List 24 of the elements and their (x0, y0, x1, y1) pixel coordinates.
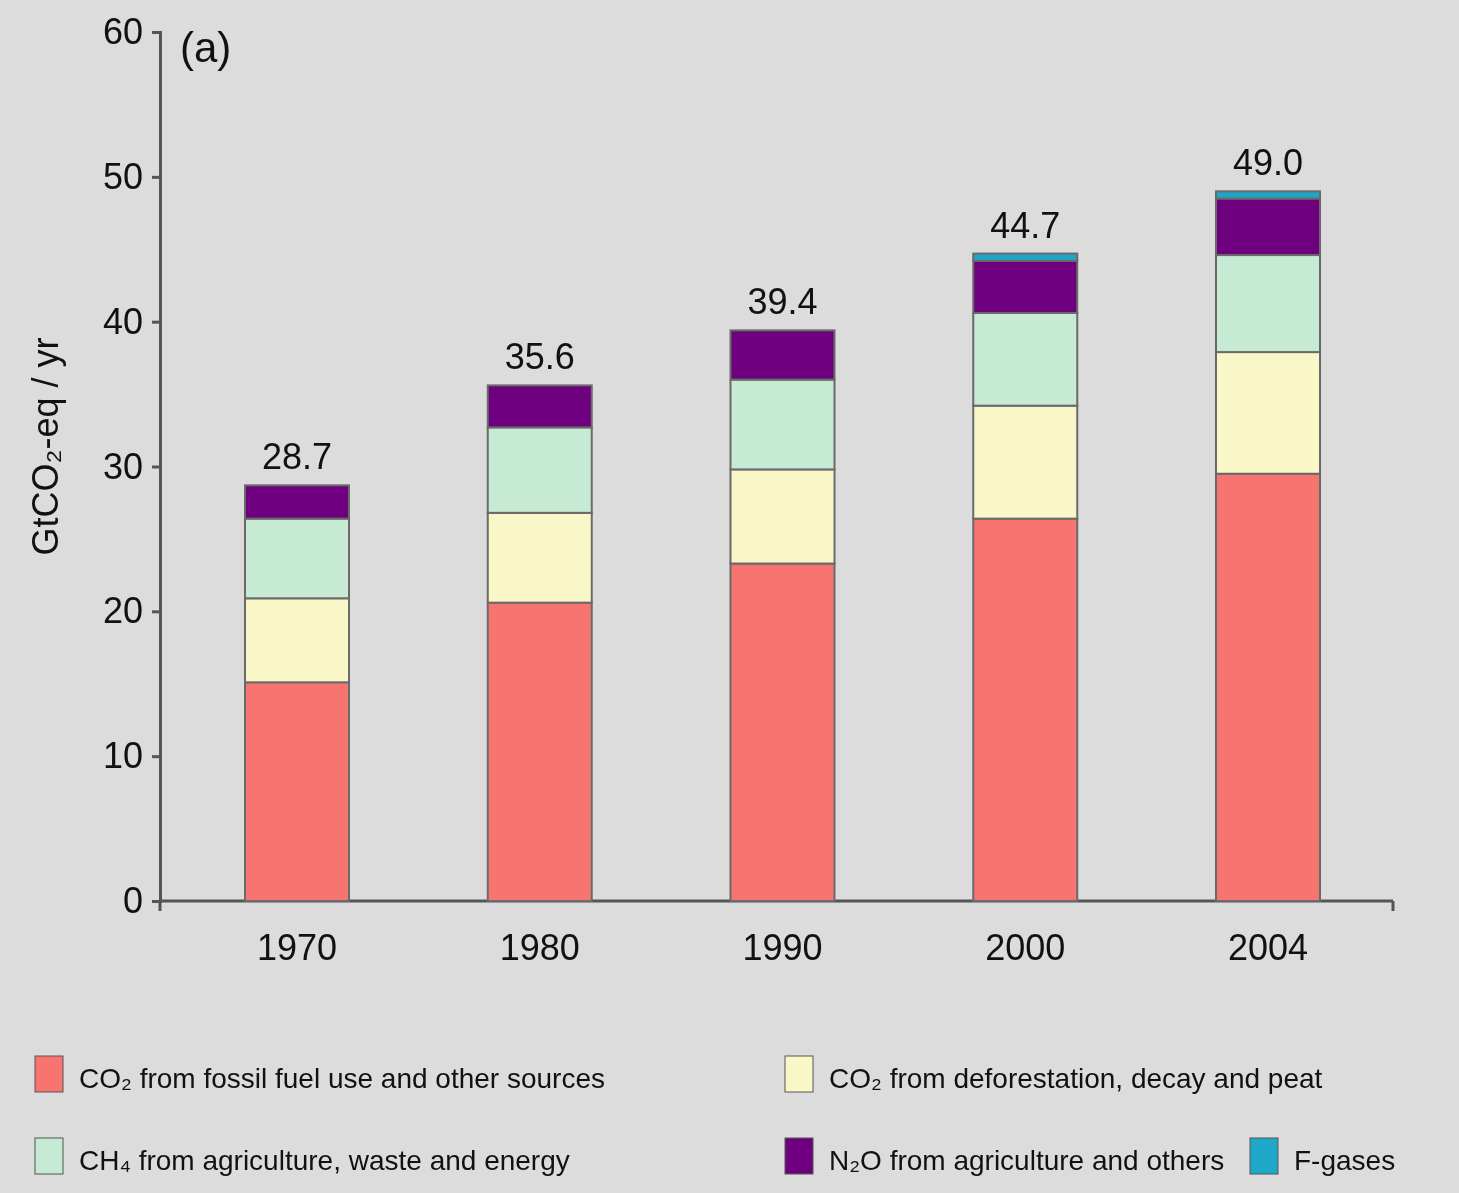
y-tick-label: 40 (102, 300, 143, 342)
y-tick-label: 20 (102, 590, 143, 632)
y-axis-title: GtCO₂-eq / yr (25, 337, 66, 556)
total-label: 49.0 (1232, 142, 1304, 184)
legend-label: N₂O from agriculture and others (829, 1145, 1225, 1176)
y-tick-label: 0 (122, 880, 143, 922)
total-label: 44.7 (990, 204, 1061, 246)
chart-title: (a) (180, 24, 232, 71)
legend-label: CO₂ from fossil fuel use and other sources (79, 1063, 605, 1094)
x-tick-label: 1970 (256, 927, 338, 968)
y-tick-label: 50 (102, 155, 143, 197)
y-tick-label: 10 (102, 735, 143, 777)
y-tick-label: 30 (102, 445, 143, 487)
legend-label: CH₄ from agriculture, waste and energy (79, 1145, 570, 1176)
x-tick-label: 1980 (499, 927, 580, 968)
legend-label: CO₂ from deforestation, decay and peat (829, 1063, 1323, 1094)
total-label: 28.7 (261, 436, 333, 478)
x-tick-label: 1990 (742, 927, 823, 968)
total-label: 39.4 (747, 281, 818, 323)
legend-label: F-gases (1294, 1145, 1396, 1176)
x-tick-label: 2000 (985, 927, 1066, 968)
total-label: 35.6 (504, 336, 575, 378)
x-tick-label: 2004 (1227, 927, 1309, 968)
y-tick-label: 60 (102, 11, 143, 53)
